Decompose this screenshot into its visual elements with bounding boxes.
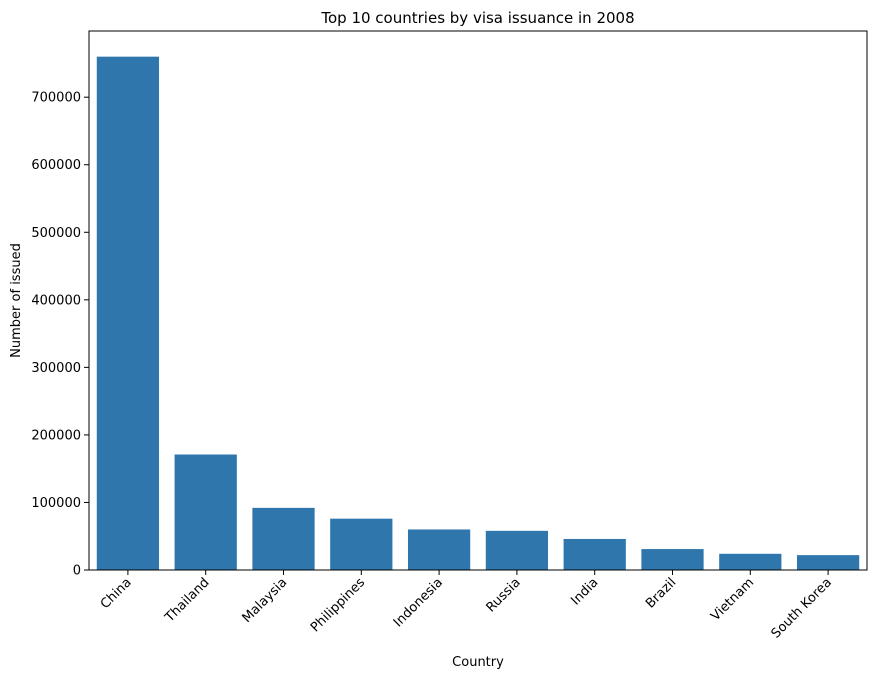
x-tick-label: China (98, 575, 135, 612)
bar-china (96, 56, 160, 570)
y-tick-label: 400000 (31, 293, 81, 308)
x-axis: China Thailand Malaysia Philippines Indonesi… (98, 570, 835, 642)
y-tick-label: 300000 (31, 361, 81, 376)
bars-group (96, 56, 860, 570)
bar-brazil (641, 549, 704, 570)
x-tick-label: Malaysia (240, 575, 291, 626)
bar-philippines (330, 518, 393, 570)
y-tick-label: 200000 (31, 428, 81, 443)
x-tick-label: South Korea (769, 575, 835, 641)
x-tick-label: Russia (484, 575, 524, 615)
bar-india (563, 538, 626, 570)
y-tick-label: 100000 (31, 496, 81, 511)
y-axis: 0 100000 200000 300000 400000 500000 600000 700… (31, 91, 89, 579)
y-axis-label: Number of issued (9, 243, 24, 358)
x-tick-label: Brazil (643, 575, 679, 611)
x-tick-label: Philippines (308, 575, 368, 635)
plot-frame (88, 30, 868, 571)
bar-malaysia (252, 507, 315, 570)
bar-thailand (174, 454, 237, 570)
x-tick-label: India (568, 575, 601, 608)
x-axis-label: Country (452, 655, 504, 670)
x-tick-label: Thailand (162, 575, 213, 626)
bar-vietnam (719, 553, 782, 570)
chart-title: Top 10 countries by visa issuance in 200… (320, 9, 634, 27)
y-tick-label: 700000 (31, 91, 81, 106)
y-tick-label: 600000 (31, 158, 81, 173)
x-tick-label: Vietnam (708, 575, 757, 624)
bar-russia (485, 530, 549, 570)
y-tick-label: 500000 (31, 226, 81, 241)
x-tick-label: Indonesia (391, 575, 446, 630)
bar-south-korea (796, 555, 860, 570)
y-tick-label: 0 (73, 564, 81, 579)
bar-indonesia (407, 529, 471, 570)
